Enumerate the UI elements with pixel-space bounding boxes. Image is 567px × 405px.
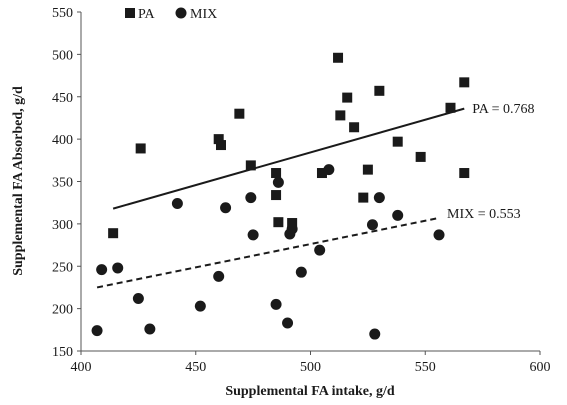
trendline-label-pa: PA = 0.768: [472, 102, 534, 117]
point-mix: [245, 192, 257, 204]
point-pa: [342, 92, 353, 103]
x-tick-label: 450: [185, 360, 206, 375]
trendline-label-mix: MIX = 0.553: [447, 207, 521, 222]
point-pa: [374, 85, 385, 96]
point-mix: [171, 198, 183, 210]
y-axis-ticks: 150 200 250 300 350 400 450 500 550: [52, 6, 81, 360]
point-pa: [271, 190, 282, 201]
point-pa: [273, 217, 284, 228]
legend-marker-pa: [125, 8, 135, 18]
point-pa: [415, 151, 426, 162]
y-tick-label: 150: [52, 345, 73, 360]
trendlines: [96, 107, 465, 289]
point-pa: [135, 143, 146, 154]
y-tick-label: 550: [52, 6, 73, 21]
point-mix: [314, 244, 326, 256]
legend-label-pa: PA: [138, 7, 156, 22]
y-tick-label: 450: [52, 91, 73, 106]
point-mix: [270, 298, 282, 310]
trendline-mix: [96, 216, 440, 289]
y-tick-label: 350: [52, 176, 73, 191]
point-mix: [247, 229, 259, 241]
legend-label-mix: MIX: [190, 7, 217, 22]
legend-marker-mix: [175, 7, 187, 19]
y-tick-label: 200: [52, 303, 73, 318]
point-mix: [295, 266, 307, 278]
x-tick-label: 600: [530, 360, 551, 375]
point-pa: [459, 77, 470, 88]
x-tick-label: 400: [71, 360, 92, 375]
point-pa: [362, 164, 373, 175]
point-pa: [215, 140, 226, 151]
point-pa: [335, 110, 346, 121]
y-axis-label: Supplemental FA Absorbed, g/d: [11, 86, 26, 276]
point-mix: [96, 264, 108, 276]
trendline-pa: [112, 107, 465, 210]
point-pa: [316, 168, 327, 179]
point-pa: [333, 52, 344, 63]
point-mix: [366, 219, 378, 231]
x-tick-label: 550: [415, 360, 436, 375]
x-axis-ticks: 400 450 500 550 600: [71, 351, 551, 375]
point-mix: [144, 323, 156, 335]
point-pa: [287, 218, 298, 229]
point-mix: [132, 292, 144, 304]
legend: PA MIX: [125, 7, 217, 22]
y-tick-label: 400: [52, 133, 73, 148]
point-mix: [220, 202, 232, 214]
point-mix: [392, 209, 404, 221]
point-pa: [271, 168, 282, 179]
point-mix: [373, 192, 385, 204]
point-mix: [323, 164, 335, 176]
point-pa: [392, 136, 403, 147]
point-mix: [369, 328, 381, 340]
point-mix: [112, 262, 124, 274]
point-pa: [213, 134, 224, 145]
trendline-annotations: PA = 0.768 MIX = 0.553: [447, 102, 534, 222]
point-mix: [194, 300, 206, 312]
x-axis-label: Supplemental FA intake, g/d: [225, 384, 395, 399]
point-mix: [272, 176, 284, 188]
point-mix: [213, 270, 225, 282]
y-tick-label: 300: [52, 218, 73, 233]
point-mix: [91, 325, 103, 337]
point-pa: [459, 168, 470, 179]
point-mix: [282, 317, 294, 329]
point-pa: [358, 192, 369, 203]
point-pa: [349, 122, 360, 133]
y-tick-label: 250: [52, 260, 73, 275]
point-mix: [433, 229, 445, 241]
y-tick-label: 500: [52, 48, 73, 63]
point-pa: [234, 108, 245, 119]
data-points: [91, 52, 470, 340]
x-tick-label: 500: [300, 360, 321, 375]
point-pa: [245, 160, 256, 171]
point-mix: [286, 223, 298, 235]
point-pa: [445, 102, 456, 113]
point-pa: [108, 228, 119, 239]
